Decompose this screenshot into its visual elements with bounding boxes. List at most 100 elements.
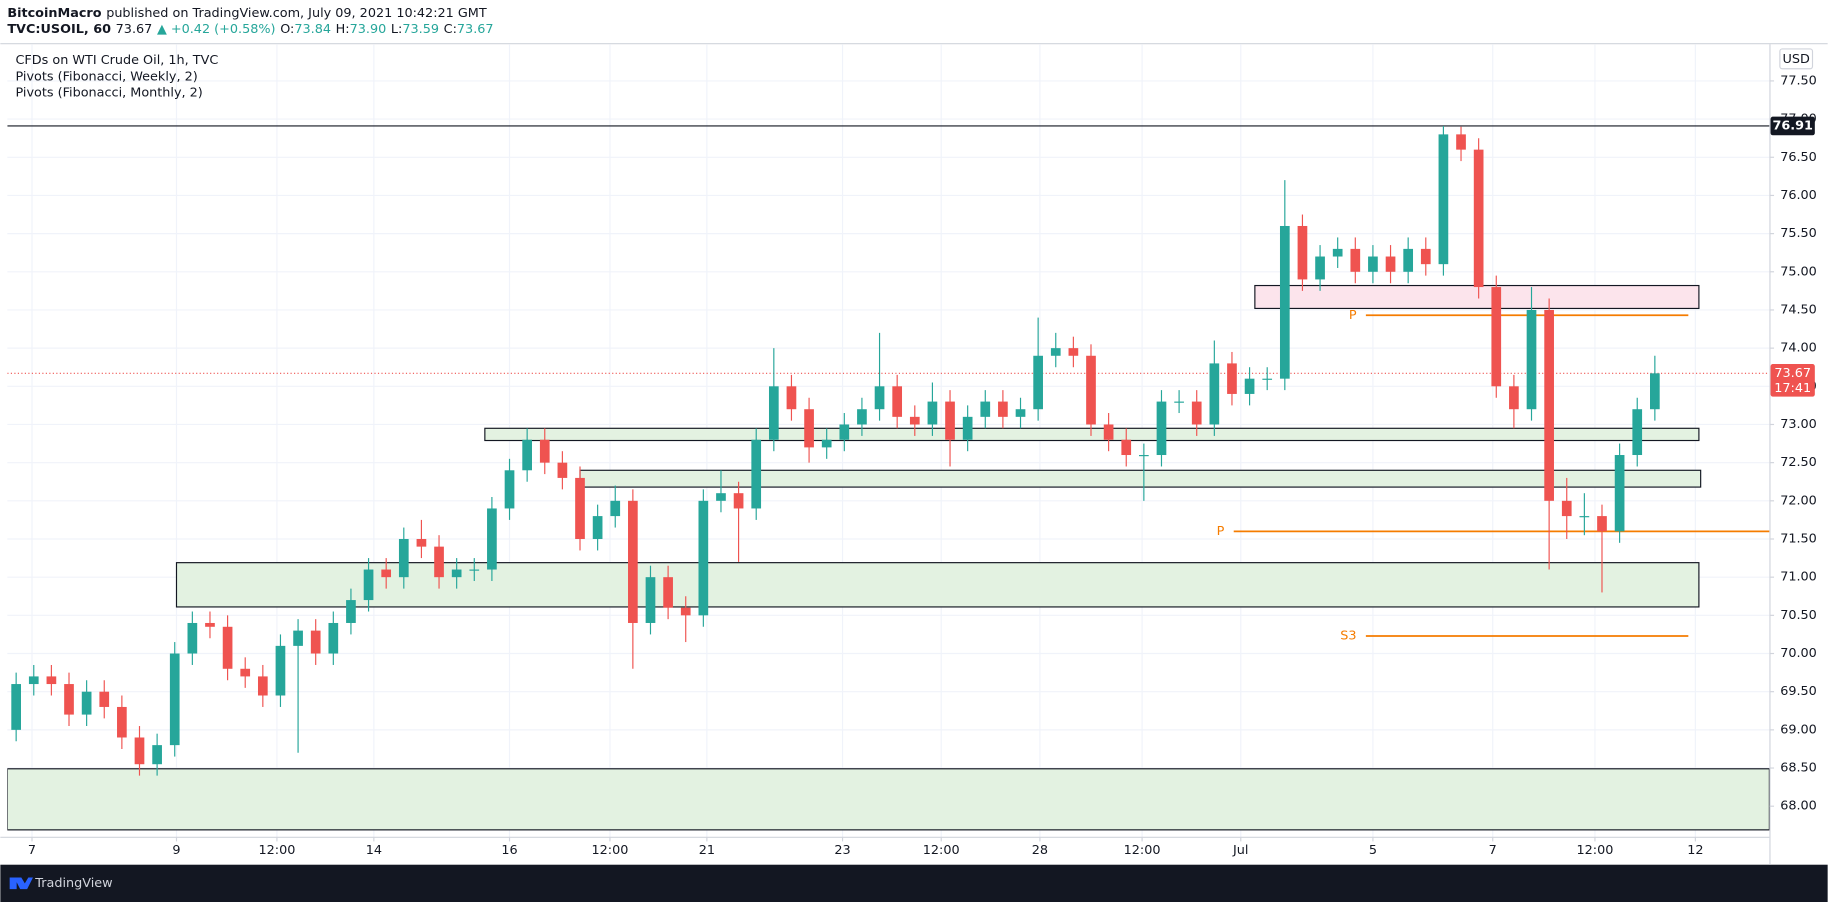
candle-body [1368, 256, 1378, 272]
zone [1254, 284, 1700, 310]
brand-logo[interactable] [9, 877, 33, 890]
candle-body [1438, 134, 1449, 265]
ohlc-value: 73.84 [294, 22, 331, 37]
candle-body [610, 500, 621, 517]
candle-body [363, 569, 374, 601]
symbol: TVC:USOIL, 60 [7, 22, 111, 37]
ohlc-label: C: [444, 22, 457, 37]
x-tick-label: 12:00 [592, 843, 629, 858]
candle-body [698, 500, 709, 616]
x-tick-label: 7 [1489, 843, 1497, 858]
candle-body [1579, 516, 1590, 518]
candle-body [628, 500, 638, 623]
y-tick-label: 76.50 [1780, 150, 1817, 165]
candle-body [557, 462, 568, 478]
candle-body [346, 600, 356, 623]
candle-body [469, 569, 480, 571]
ohlc-label: O: [280, 22, 294, 37]
candle-body [716, 493, 726, 501]
candle-body [592, 516, 603, 539]
candle-body [1332, 248, 1343, 257]
y-tick-label: 69.50 [1780, 684, 1817, 699]
candle-body [487, 508, 497, 570]
zone [579, 469, 1702, 488]
candle-body [1156, 401, 1167, 456]
y-tick-label: 74.50 [1780, 302, 1817, 317]
candle-body [1420, 248, 1431, 265]
countdown: 17:41 [1774, 381, 1811, 396]
candle-body [1297, 225, 1308, 280]
header-line-2: TVC:USOIL, 60 73.67 ▲ +0.42 (+0.58%) O:73.8… [7, 22, 493, 37]
candle-body [257, 676, 268, 696]
candle-body [998, 401, 1008, 417]
axes: 68.00 68.50 69.00 69.50 70.00 70.50 71.00 71.50… [28, 73, 1817, 858]
candle-body [1015, 409, 1026, 417]
x-tick-label: 7 [28, 843, 36, 858]
candle-body [539, 439, 550, 463]
x-tick-label: 12:00 [1124, 843, 1161, 858]
plot: P P S3 [7, 125, 1770, 831]
y-tick-label: 77.50 [1780, 73, 1817, 88]
candle-body [187, 622, 198, 654]
ohlc-label: H: [336, 22, 350, 37]
last-price-label: 73.67 [1774, 366, 1811, 381]
candle-body [575, 477, 585, 539]
candle-body [46, 676, 57, 685]
header-line-1: BitcoinMacro published on TradingView.com… [7, 5, 486, 20]
candle-body [1103, 424, 1114, 440]
change: ▲ +0.42 (+0.58%) [157, 22, 276, 37]
candle-body [733, 493, 744, 509]
candle-body [821, 439, 832, 448]
candle-body [28, 676, 39, 685]
candle-body [240, 668, 251, 677]
indicator: Pivots (Fibonacci, Weekly, 2) [15, 69, 197, 84]
candle-body [1526, 309, 1537, 410]
y-tick-label: 75.50 [1780, 226, 1817, 241]
candle-body [11, 684, 21, 730]
candle-body [522, 439, 532, 471]
candle-body [99, 691, 110, 707]
candle-body [64, 684, 74, 715]
candle-body [1191, 401, 1202, 425]
candle-body [1068, 348, 1079, 356]
candle-body [804, 409, 814, 448]
x-tick-label: 23 [834, 843, 850, 858]
candle-body [81, 691, 92, 715]
candle-body [1632, 409, 1643, 456]
y-tick-label: 68.50 [1780, 761, 1817, 776]
y-tick-label: 72.50 [1780, 455, 1817, 470]
hline-label: 76.91 [1772, 118, 1813, 133]
y-tick-label: 70.50 [1780, 608, 1817, 623]
candle-body [1350, 248, 1361, 272]
candle-body [1227, 363, 1237, 394]
candle-body [310, 630, 321, 654]
candle-body [751, 439, 762, 509]
candle-body [1491, 287, 1502, 387]
candle-body [1509, 386, 1519, 410]
pivot-label: P [1217, 524, 1225, 539]
y-tick-label: 75.00 [1780, 264, 1817, 279]
y-tick-label: 76.00 [1780, 188, 1817, 203]
candle-body [434, 546, 444, 578]
candle-body [293, 630, 303, 646]
candle-body [1597, 516, 1607, 532]
candle-body [1315, 256, 1325, 280]
y-tick-label: 68.00 [1780, 799, 1817, 814]
currency[interactable]: USD [1783, 52, 1810, 67]
y-tick-label: 73.00 [1780, 417, 1817, 432]
candle-body [892, 386, 903, 417]
currency-badge[interactable] [1779, 48, 1814, 70]
x-tick-label: 5 [1369, 843, 1377, 858]
candle-body [663, 577, 673, 608]
zone [175, 562, 1700, 608]
y-tick-label: 69.00 [1780, 722, 1817, 737]
candle-body [134, 737, 145, 765]
candle-body [768, 386, 779, 440]
y-tick-label: 71.00 [1780, 570, 1817, 585]
candle-body [205, 622, 215, 627]
ohlc-label: L: [391, 22, 402, 37]
brand[interactable]: TradingView [34, 876, 112, 891]
candle-body [1279, 225, 1290, 379]
y-tick-label: 72.00 [1780, 493, 1817, 508]
